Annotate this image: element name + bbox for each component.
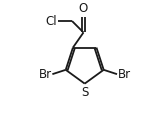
Text: Br: Br xyxy=(118,68,131,81)
Text: O: O xyxy=(79,2,88,15)
Text: Br: Br xyxy=(39,68,52,81)
Text: Cl: Cl xyxy=(46,15,57,27)
Text: S: S xyxy=(81,86,88,99)
